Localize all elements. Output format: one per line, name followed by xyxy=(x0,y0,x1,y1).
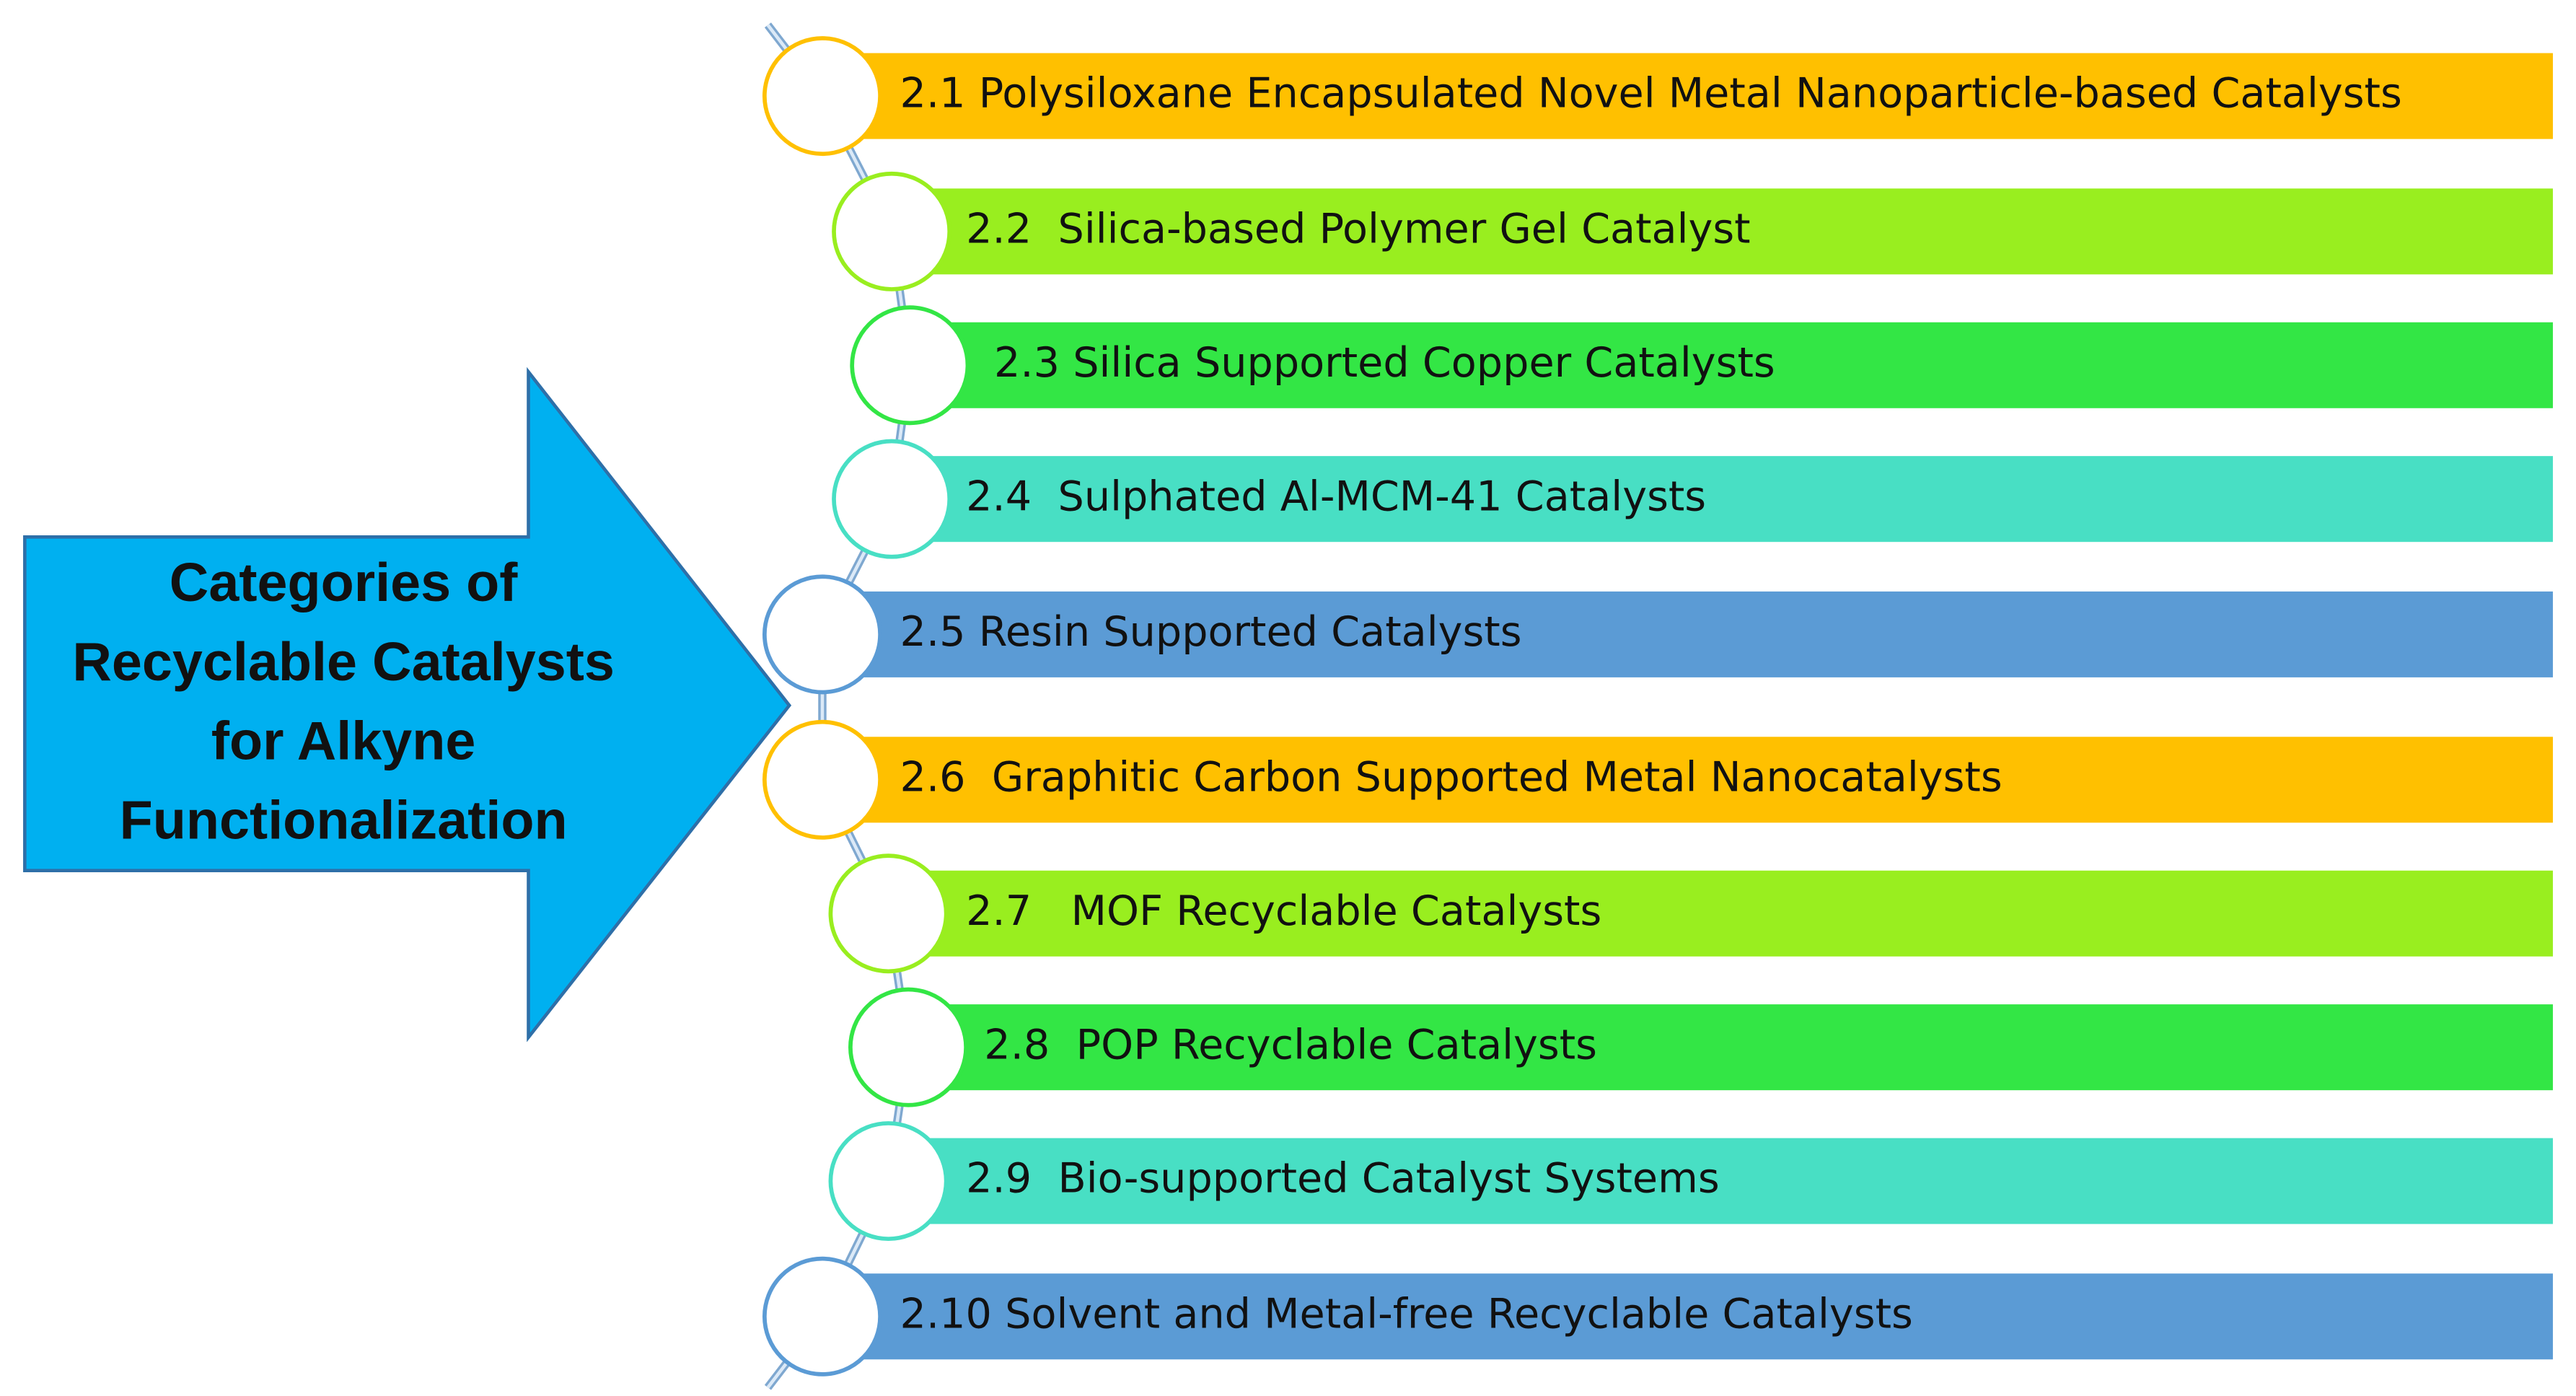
item-circle xyxy=(828,1121,949,1242)
item-circle xyxy=(762,36,882,157)
item-label: 2.10 Solvent and Metal-free Recyclable C… xyxy=(900,1290,1913,1338)
item-label: 2.2 Silica-based Polymer Gel Catalyst xyxy=(966,205,1751,253)
item-bar xyxy=(888,870,2553,957)
item-label: 2.6 Graphitic Carbon Supported Metal Nan… xyxy=(900,753,2003,801)
item-circle xyxy=(832,439,952,559)
item-bar xyxy=(888,1138,2553,1224)
title-line: Functionalization xyxy=(120,791,568,851)
item-label: 2.9 Bio-supported Catalyst Systems xyxy=(966,1155,1720,1203)
item-bar xyxy=(892,188,2553,275)
item-label: 2.7 MOF Recyclable Catalysts xyxy=(966,887,1601,935)
item-bar xyxy=(892,456,2553,543)
item-bar xyxy=(822,737,2553,823)
item-circle xyxy=(762,574,882,695)
item-bar xyxy=(910,322,2553,408)
title-line: Categories of xyxy=(170,553,519,613)
item-circle xyxy=(828,853,949,974)
item-label: 2.8 POP Recyclable Catalysts xyxy=(984,1021,1597,1068)
item-bar xyxy=(908,1004,2553,1091)
item-label: 2.3 Silica Supported Copper Catalysts xyxy=(994,339,1775,387)
item-list: 2.1 Polysiloxane Encapsulated Novel Meta… xyxy=(762,36,2553,1377)
item-circle xyxy=(832,171,952,291)
item-circle xyxy=(762,719,882,840)
item-circle xyxy=(850,305,970,426)
title-line: Recyclable Catalysts xyxy=(72,632,615,693)
title-arrow xyxy=(23,366,792,1042)
item-label: 2.5 Resin Supported Catalysts xyxy=(900,608,1522,656)
item-circle xyxy=(848,987,968,1107)
item-bar xyxy=(822,53,2553,139)
item-label: 2.4 Sulphated Al-MCM-41 Catalysts xyxy=(966,473,1706,520)
item-label: 2.1 Polysiloxane Encapsulated Novel Meta… xyxy=(900,70,2402,118)
item-circle xyxy=(762,1256,882,1377)
item-bar xyxy=(822,1273,2553,1360)
item-bar xyxy=(822,591,2553,677)
title-line: for Alkyne xyxy=(211,711,476,772)
